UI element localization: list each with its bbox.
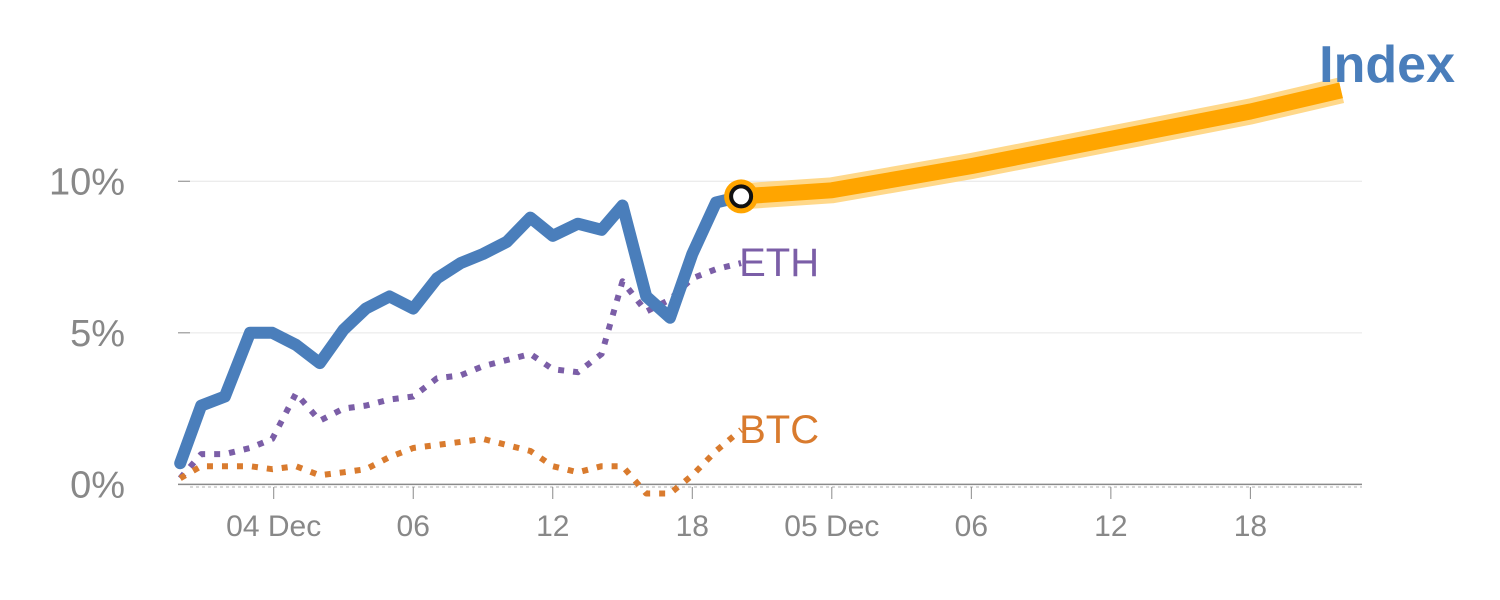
series-label-btc: BTC xyxy=(739,408,819,452)
series-label-eth: ETH xyxy=(739,241,819,285)
x-tick-label: 05 Dec xyxy=(784,510,879,543)
y-tick-label: 5% xyxy=(70,313,125,355)
index-line xyxy=(174,190,748,470)
y-tick-label: 10% xyxy=(49,161,125,203)
series-line-eth xyxy=(177,260,742,481)
y-tick-label: 0% xyxy=(70,464,125,506)
x-tick-label: 12 xyxy=(1094,510,1127,543)
x-tick-label: 06 xyxy=(955,510,988,543)
x-tick-label: 18 xyxy=(1234,510,1267,543)
highlight-marker xyxy=(729,184,754,209)
projection-line xyxy=(740,82,1343,205)
series-line-btc xyxy=(178,427,744,497)
x-tick-label: 04 Dec xyxy=(226,510,321,543)
labels-layer: ETH BTC xyxy=(739,241,819,452)
grid-layer xyxy=(178,180,1362,486)
x-tick-label: 18 xyxy=(676,510,709,543)
x-tick-label: 06 xyxy=(397,510,430,543)
x-tick-label: 12 xyxy=(536,510,569,543)
series-layer xyxy=(174,77,1345,497)
chart-title: Index xyxy=(1319,36,1455,94)
axes-layer: 0% 5% 10% 04 Dec 06 12 18 05 Dec 06 12 18 xyxy=(49,161,1362,543)
